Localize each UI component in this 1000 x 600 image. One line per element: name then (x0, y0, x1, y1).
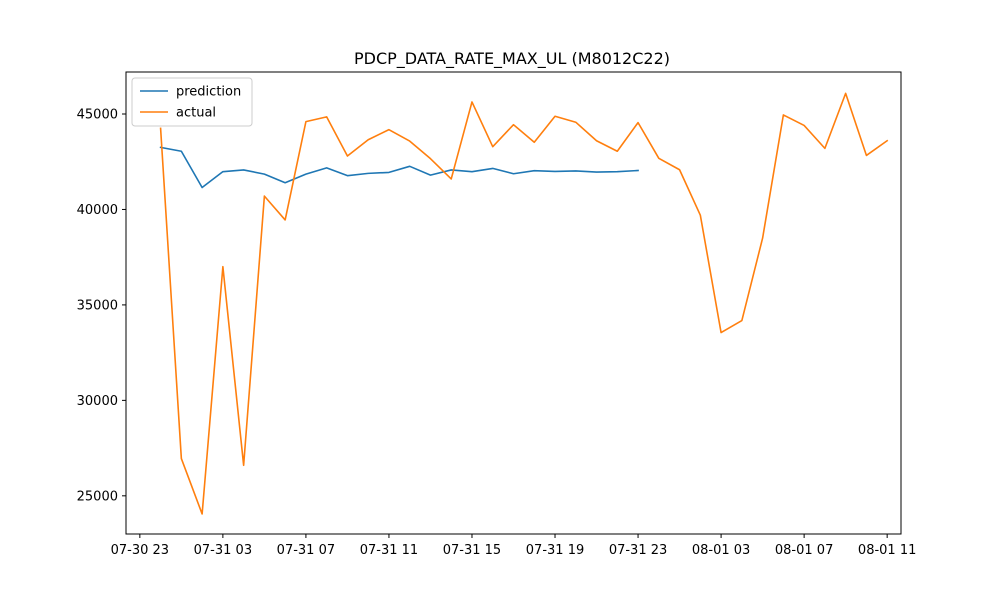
legend-label-actual: actual (176, 106, 216, 121)
y-tick-label: 45000 (77, 108, 118, 123)
plot-frame (125, 71, 902, 535)
x-tick-label: 07-30 23 (111, 543, 169, 558)
x-tick-label: 08-01 11 (858, 543, 916, 558)
series-layer (159, 92, 889, 515)
y-tick-label: 40000 (77, 203, 118, 218)
series-line-prediction (159, 146, 639, 189)
x-tick-label: 08-01 07 (775, 543, 833, 558)
y-axis: 25000 30000 35000 40000 45000 (77, 108, 126, 504)
y-tick-label: 30000 (77, 394, 118, 409)
x-tick-label: 07-31 19 (526, 543, 584, 558)
y-tick-label: 35000 (77, 298, 118, 313)
x-tick-label: 07-31 23 (609, 543, 667, 558)
x-tick-label: 07-31 15 (443, 543, 501, 558)
x-tick-label: 07-31 07 (277, 543, 335, 558)
chart-title: PDCP_DATA_RATE_MAX_UL (M8012C22) (354, 49, 670, 69)
y-tick-label: 25000 (77, 489, 118, 504)
x-axis: 07-30 23 07-31 03 07-31 07 07-31 11 07-31 15… (111, 534, 916, 558)
x-tick-label: 08-01 03 (692, 543, 750, 558)
legend: prediction actual (131, 77, 253, 127)
legend-label-prediction: prediction (176, 85, 241, 100)
series-line-actual (159, 92, 889, 515)
legend-box (131, 77, 253, 127)
x-tick-label: 07-31 11 (360, 543, 418, 558)
x-tick-label: 07-31 03 (194, 543, 252, 558)
